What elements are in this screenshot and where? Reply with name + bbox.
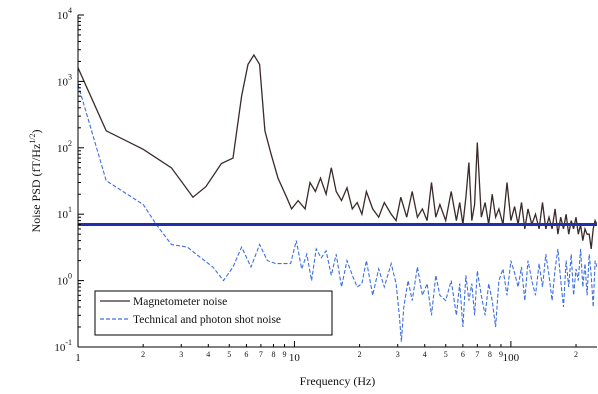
legend-entry-label: Magnetometer noise <box>133 296 227 308</box>
y-axis-title: Noise PSD (fT/Hz1/2) <box>28 130 43 233</box>
legend-box <box>94 290 333 336</box>
x-tick-label: 1 <box>75 352 81 364</box>
x-minor-tick-label: 5 <box>444 350 448 359</box>
y-tick-label: 100 <box>57 272 72 288</box>
x-minor-tick-label: 2 <box>574 350 578 359</box>
x-minor-tick-label: 4 <box>423 350 427 359</box>
x-minor-tick-label: 4 <box>206 350 210 359</box>
x-minor-tick-label: 8 <box>271 350 275 359</box>
x-minor-tick-label: 9 <box>283 350 287 359</box>
y-tick-label: 101 <box>57 205 72 221</box>
x-tick-label: 100 <box>503 352 520 364</box>
y-tick-label: 104 <box>57 6 72 22</box>
x-minor-tick-label: 7 <box>259 350 263 359</box>
x-minor-tick-label: 6 <box>461 350 465 359</box>
y-tick-label: 102 <box>57 139 72 155</box>
x-minor-tick-label: 3 <box>396 350 400 359</box>
x-axis-title: Frequency (Hz) <box>300 374 376 388</box>
shot-noise-line <box>78 84 597 342</box>
y-tick-label: 10-1 <box>54 338 72 354</box>
series-group <box>78 53 597 342</box>
legend: Magnetometer noise Technical and photon s… <box>94 290 333 336</box>
plot-area <box>78 53 597 342</box>
x-tick-label: 10 <box>289 352 301 364</box>
x-minor-tick-label: 5 <box>227 350 231 359</box>
x-minor-tick-label: 6 <box>244 350 248 359</box>
legend-entry-label: Technical and photon shot noise <box>133 314 281 326</box>
x-minor-tick-label: 3 <box>179 350 183 359</box>
y-tick-label: 103 <box>57 72 72 88</box>
x-minor-tick-label: 8 <box>488 350 492 359</box>
x-minor-tick-label: 2 <box>358 350 362 359</box>
x-minor-tick-label: 9 <box>499 350 503 359</box>
x-minor-tick-label: 7 <box>475 350 479 359</box>
x-minor-tick-label: 2 <box>141 350 145 359</box>
magnetometer-noise-line <box>78 53 597 249</box>
